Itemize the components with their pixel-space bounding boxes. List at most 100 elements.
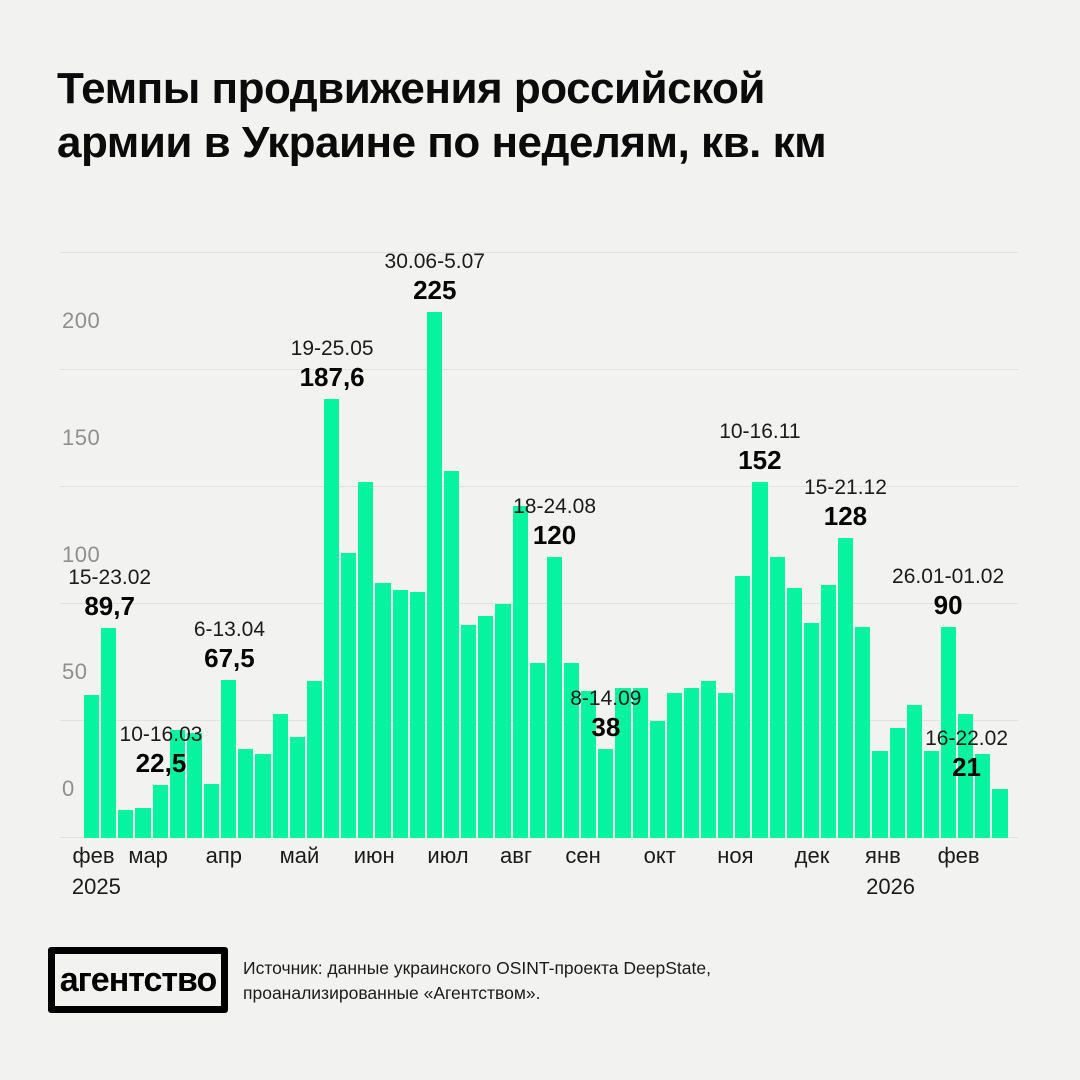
gridline-150: [60, 486, 1018, 487]
bar: [84, 695, 100, 838]
gridline-200: [60, 369, 1018, 370]
bar: [975, 753, 991, 838]
annotation-value: 225: [413, 274, 457, 305]
bar: [238, 749, 254, 838]
bar: [803, 622, 820, 838]
bar: [992, 788, 1008, 838]
chart-title-line1: Темпы продвижения российской: [57, 64, 765, 113]
annotation-date: 6-13.04: [193, 618, 266, 642]
bar: [615, 688, 631, 838]
bar: [563, 662, 580, 838]
bar: [941, 627, 957, 838]
bar: [152, 785, 168, 838]
y-axis-labels: 0 50 100 150 200: [60, 253, 1018, 838]
chart-title-line2: армии в Украине по неделям, кв. км: [57, 118, 827, 167]
bar: [101, 628, 117, 838]
bar: [786, 587, 802, 838]
bar: [632, 688, 648, 838]
annotation-date: 15-21.12: [803, 476, 887, 500]
bar-annotation: 19-25.05 187,6: [291, 336, 374, 393]
bar: [838, 538, 854, 838]
month-label: фев: [72, 843, 115, 868]
bar: [701, 681, 717, 838]
bar: [203, 784, 220, 838]
bar: [375, 582, 391, 838]
y-tick-label: 50: [62, 659, 88, 684]
bar: [461, 625, 477, 838]
bar: [718, 692, 734, 838]
year-label: 2026: [866, 874, 916, 899]
source-line2: проанализированные «Агентством».: [243, 983, 541, 1003]
bar: [649, 721, 665, 838]
month-label: апр: [205, 843, 243, 868]
bar: [221, 680, 237, 838]
bar: [118, 809, 134, 838]
month-label: дек: [794, 843, 830, 868]
chart-title: Темпы продвижения российской армии в Укра…: [57, 62, 827, 170]
bar: [443, 470, 460, 838]
bar: [906, 704, 922, 838]
bar: [529, 662, 545, 838]
month-label: янв: [865, 843, 901, 868]
month-label: авг: [500, 843, 532, 868]
bar-annotation: 30.06-5.07 225: [385, 249, 485, 306]
month-label: фев: [937, 843, 980, 868]
annotation-date: 19-25.05: [290, 337, 374, 361]
month-label: июн: [353, 843, 395, 868]
bar: [169, 730, 185, 838]
bar: [341, 552, 357, 838]
bar: [289, 737, 305, 838]
bar-annotation: 6-13.04 67,5: [194, 617, 265, 674]
bar: [889, 728, 905, 838]
bar: [306, 681, 322, 838]
annotation-value: 90: [933, 590, 963, 621]
bar: [186, 732, 202, 838]
bar: [323, 399, 340, 838]
annotation-date: 10-16.11: [719, 420, 801, 444]
bar: [255, 753, 271, 838]
bar: [769, 557, 785, 838]
bars-area: 15-23.02 89,7 10-16.03 22,5 6-13.04 67,5 19-25…: [68, 250, 1008, 838]
bar: [821, 585, 837, 838]
bar: [426, 311, 442, 838]
bar-annotation: 15-21.12 128: [804, 475, 887, 532]
source-text: Источник: данные украинского OSINT-проек…: [243, 956, 843, 1006]
month-label: июл: [427, 843, 469, 868]
bar: [358, 482, 374, 838]
bar: [683, 688, 700, 838]
annotation-date: 30.06-5.07: [384, 249, 485, 273]
bar: [735, 575, 751, 838]
y-tick-label: 200: [62, 308, 101, 333]
year-label: 2025: [71, 874, 121, 899]
bar: [512, 505, 528, 838]
month-label: май: [279, 843, 320, 868]
annotation-value: 152: [738, 445, 782, 476]
month-label: сен: [565, 843, 601, 868]
bar: [855, 627, 871, 838]
bar-annotation: 10-16.11 152: [719, 419, 800, 476]
agency-logo: агентство: [48, 947, 228, 1013]
bar: [495, 604, 511, 838]
bar: [958, 713, 974, 838]
gridline-250: [60, 252, 1018, 253]
bar: [923, 751, 940, 838]
bar: [581, 690, 597, 838]
bar: [135, 807, 151, 838]
y-tick-label: 0: [62, 776, 75, 801]
bar: [409, 592, 425, 838]
agency-logo-text: агентство: [59, 961, 218, 999]
gridline-100: [60, 603, 1018, 604]
annotation-value: 128: [823, 501, 868, 532]
bar: [666, 692, 682, 838]
annotation-date: 26.01-01.02: [892, 565, 1005, 589]
bar: [872, 751, 888, 838]
annotation-value: 187,6: [299, 362, 365, 393]
x-axis-labels: фев мар апр май июн июл авг сен окт ноя дек янв фев 2…: [60, 843, 1018, 903]
bar: [272, 713, 288, 838]
bar: [752, 482, 768, 838]
bar: [478, 615, 494, 838]
bar: [598, 749, 614, 838]
bar: [546, 557, 562, 838]
month-label: мар: [128, 843, 168, 868]
